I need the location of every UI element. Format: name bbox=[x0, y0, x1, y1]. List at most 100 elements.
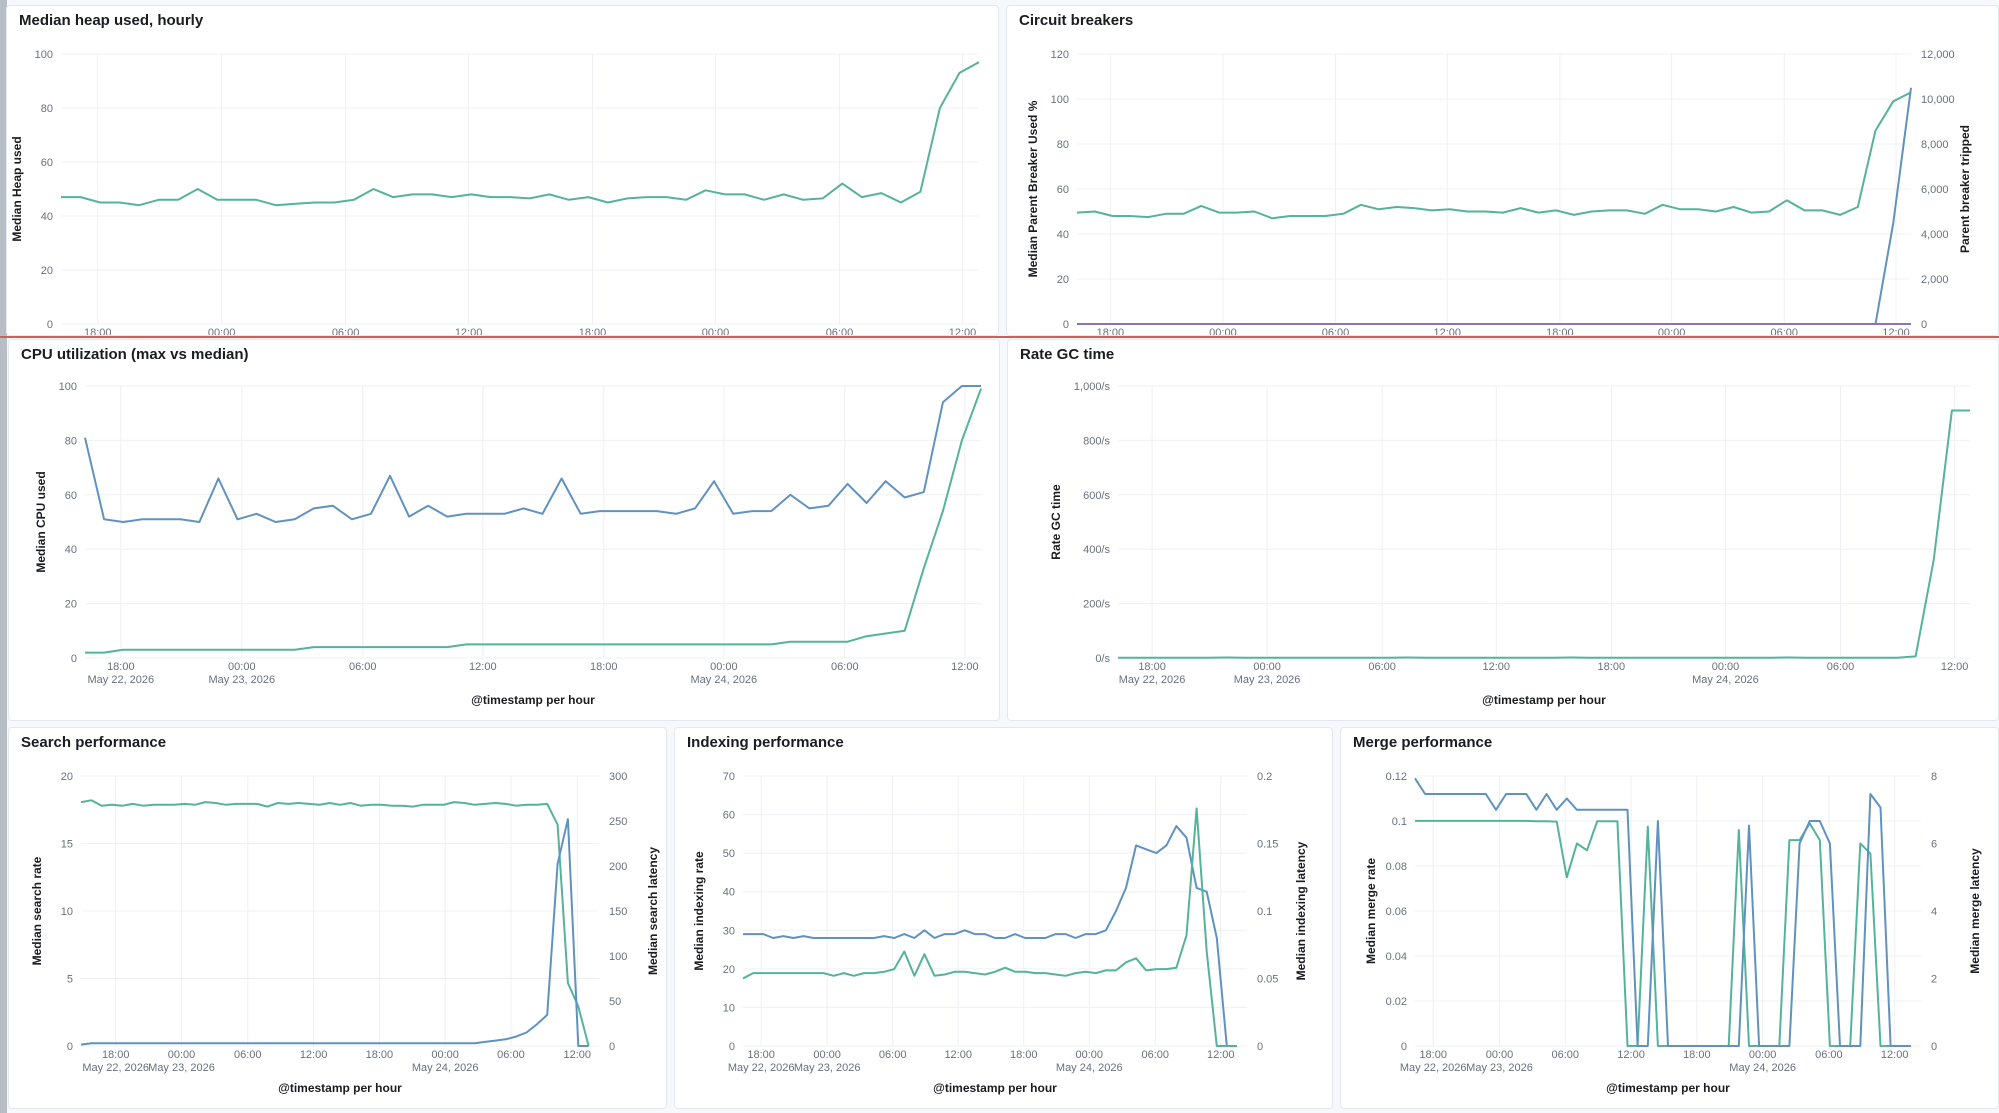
y2-tick-label: 0.1 bbox=[1257, 906, 1272, 918]
y2-tick-label: 0.05 bbox=[1257, 974, 1278, 986]
y-tick-label: 50 bbox=[723, 848, 735, 860]
y-tick-label: 100 bbox=[35, 49, 53, 61]
y-tick-label: 0 bbox=[1401, 1041, 1407, 1053]
y2-tick-label: 8,000 bbox=[1921, 139, 1949, 151]
chart-cpu: 0 20 40 60 80 100 18:00 00:00 06:00 12:00 18:00 00:… bbox=[34, 381, 982, 707]
x-tick-label: 18:00 bbox=[1546, 327, 1574, 336]
y-axis-title: Median search rate bbox=[30, 856, 44, 965]
x-date-label: May 22, 2026 bbox=[728, 1062, 795, 1074]
y2-axis-title: Median search latency bbox=[646, 847, 660, 975]
y2-tick-label: 4 bbox=[1931, 906, 1937, 918]
panel-title: Rate GC time bbox=[1020, 346, 1115, 363]
series-line-green bbox=[1415, 819, 1911, 1047]
y-axis-title: Median CPU used bbox=[34, 471, 48, 572]
y-axis-title: Median Parent Breaker Used % bbox=[1026, 100, 1040, 277]
x-date-label: May 24, 2026 bbox=[1056, 1062, 1123, 1074]
x-tick-label: 06:00 bbox=[1368, 661, 1396, 673]
y2-tick-label: 0.15 bbox=[1257, 839, 1278, 851]
x-tick-label: 06:00 bbox=[831, 661, 859, 673]
y-tick-label: 100 bbox=[59, 381, 77, 393]
y-tick-label: 0 bbox=[47, 319, 53, 331]
x-tick-label: 12:00 bbox=[563, 1049, 591, 1061]
x-tick-label: 06:00 bbox=[234, 1049, 262, 1061]
y-tick-label: 0.02 bbox=[1386, 996, 1407, 1008]
panel-title: Merge performance bbox=[1353, 734, 1493, 751]
y-tick-label: 20 bbox=[41, 265, 53, 277]
panel-title: Indexing performance bbox=[687, 734, 844, 751]
panel-heap: Median heap used, hourly 0 20 40 60 80 100 18:… bbox=[6, 5, 999, 336]
chart-circuit-breakers: 0 20 40 60 80 100 120 18:00 00:00 06:00 12:00 18:00… bbox=[1026, 49, 1972, 336]
y-tick-label: 0.12 bbox=[1386, 771, 1407, 783]
x-tick-label: 00:00 bbox=[208, 327, 236, 336]
x-tick-label: 12:00 bbox=[1434, 327, 1462, 336]
y-tick-label: 70 bbox=[723, 771, 735, 783]
x-tick-label: 00:00 bbox=[1209, 327, 1237, 336]
y-axis-title: Median Heap used bbox=[10, 136, 24, 241]
x-tick-label: 00:00 bbox=[431, 1049, 459, 1061]
y-tick-label: 20 bbox=[65, 599, 77, 611]
x-tick-label: 12:00 bbox=[944, 1049, 972, 1061]
x-axis-title: @timestamp per hour bbox=[471, 693, 595, 707]
x-tick-label: 18:00 bbox=[102, 1049, 130, 1061]
x-date-label: May 23, 2026 bbox=[794, 1062, 861, 1074]
x-tick-label: 06:00 bbox=[1815, 1049, 1843, 1061]
series-line-green bbox=[61, 61, 980, 207]
x-tick-label: 12:00 bbox=[300, 1049, 328, 1061]
x-tick-label: 12:00 bbox=[455, 327, 483, 336]
y-tick-label: 1,000/s bbox=[1074, 381, 1111, 393]
panel-merge: Merge performance 0 0.02 0.04 0.06 0.08 0.1 0.… bbox=[1340, 727, 1999, 1109]
series-line-green bbox=[742, 807, 1237, 1047]
x-tick-label: 00:00 bbox=[1658, 327, 1686, 336]
y-tick-label: 400/s bbox=[1083, 544, 1110, 556]
x-date-label: May 23, 2026 bbox=[208, 674, 275, 686]
x-tick-label: 12:00 bbox=[1941, 661, 1969, 673]
chart-search: 0 5 10 15 20 18:00 00:00 06:00 12:00 18:00 00:00 06… bbox=[30, 771, 660, 1095]
x-tick-label: 00:00 bbox=[1075, 1049, 1103, 1061]
y2-tick-label: 6,000 bbox=[1921, 184, 1949, 196]
y-tick-label: 20 bbox=[723, 964, 735, 976]
x-date-label: May 22, 2026 bbox=[1119, 674, 1186, 686]
y-tick-label: 800/s bbox=[1083, 435, 1110, 447]
series-line-green bbox=[1118, 409, 1970, 659]
x-date-label: May 23, 2026 bbox=[1234, 674, 1301, 686]
y-tick-label: 5 bbox=[67, 974, 73, 986]
y-tick-label: 15 bbox=[61, 839, 73, 851]
y-tick-label: 0.08 bbox=[1386, 861, 1407, 873]
divider bbox=[0, 336, 1999, 338]
series-line-green bbox=[80, 799, 590, 1047]
x-tick-label: 18:00 bbox=[107, 661, 135, 673]
y-tick-label: 0 bbox=[729, 1041, 735, 1053]
x-tick-label: 12:00 bbox=[949, 327, 977, 336]
y-tick-label: 100 bbox=[1051, 94, 1069, 106]
x-tick-label: 06:00 bbox=[826, 327, 854, 336]
x-date-label: May 24, 2026 bbox=[1729, 1062, 1796, 1074]
chart-heap: 0 20 40 60 80 100 18:00 00:00 06:00 12:00 18:00 00:… bbox=[10, 49, 980, 336]
x-tick-label: 12:00 bbox=[1882, 327, 1910, 336]
panel-cpu: CPU utilization (max vs median) 0 20 40 60 8… bbox=[8, 339, 1000, 721]
x-tick-label: 18:00 bbox=[1598, 661, 1626, 673]
y-tick-label: 600/s bbox=[1083, 490, 1110, 502]
x-tick-label: 06:00 bbox=[349, 661, 377, 673]
x-tick-label: 12:00 bbox=[951, 661, 979, 673]
x-tick-label: 06:00 bbox=[879, 1049, 907, 1061]
series-line-green bbox=[1076, 91, 1912, 220]
x-tick-label: 12:00 bbox=[1483, 661, 1511, 673]
y-tick-label: 20 bbox=[61, 771, 73, 783]
x-date-label: May 24, 2026 bbox=[1692, 674, 1759, 686]
x-date-label: May 24, 2026 bbox=[691, 674, 758, 686]
x-tick-label: 06:00 bbox=[1142, 1049, 1170, 1061]
y2-tick-label: 2,000 bbox=[1921, 274, 1949, 286]
y2-tick-label: 4,000 bbox=[1921, 229, 1949, 241]
y2-tick-label: 6 bbox=[1931, 839, 1937, 851]
x-tick-label: 00:00 bbox=[1712, 661, 1740, 673]
x-tick-label: 18:00 bbox=[1683, 1049, 1711, 1061]
y2-tick-label: 0 bbox=[1931, 1041, 1937, 1053]
y-tick-label: 10 bbox=[61, 906, 73, 918]
x-axis-title: @timestamp per hour bbox=[1606, 1081, 1730, 1095]
series-line-blue bbox=[743, 825, 1237, 1047]
y2-axis-title: Parent breaker tripped bbox=[1958, 125, 1972, 253]
y-tick-label: 30 bbox=[723, 925, 735, 937]
y2-tick-label: 10,000 bbox=[1921, 94, 1955, 106]
x-tick-label: 00:00 bbox=[1253, 661, 1281, 673]
y2-tick-label: 150 bbox=[609, 906, 627, 918]
